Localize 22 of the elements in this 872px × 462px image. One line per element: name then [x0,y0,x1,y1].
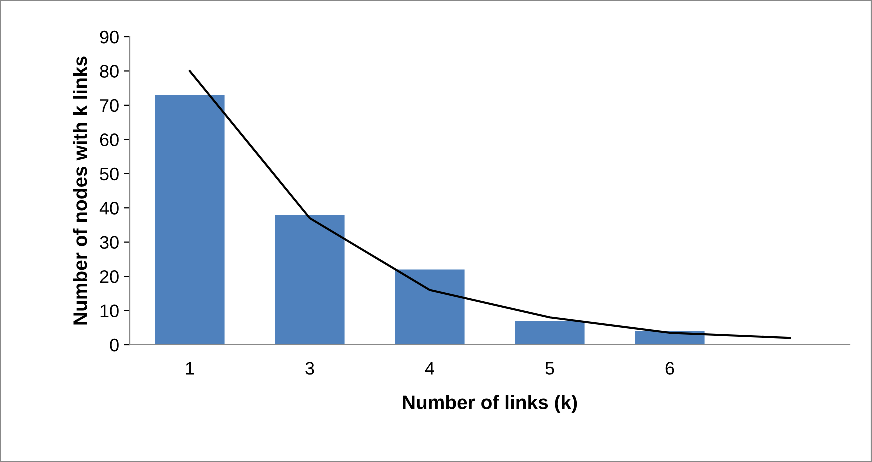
y-tick-label: 80 [100,65,119,78]
bar [275,214,345,345]
x-tick-label: 5 [546,362,554,375]
bar [395,270,465,345]
y-tick-label: 50 [100,168,119,181]
y-tick-label: 10 [100,304,119,318]
bar [155,95,225,345]
x-tick-label: 1 [186,362,194,375]
y-tick-label: 90 [100,30,119,44]
y-tick-label: 30 [100,236,119,250]
x-tick-label: 4 [425,362,434,375]
y-tick-label: 40 [100,202,119,215]
y-tick-label: 0 [110,338,119,352]
x-tick-label: 3 [306,362,314,375]
line-series [188,70,792,340]
x-axis-title: Number of links (k) [403,395,578,414]
y-tick-label: 60 [100,134,119,146]
y-tick-label: 20 [100,270,119,284]
x-tick-label: 6 [666,362,674,375]
bar [515,321,585,345]
y-axis-title: Number of nodes with k links [73,56,88,325]
y-tick-label: 70 [100,99,119,112]
